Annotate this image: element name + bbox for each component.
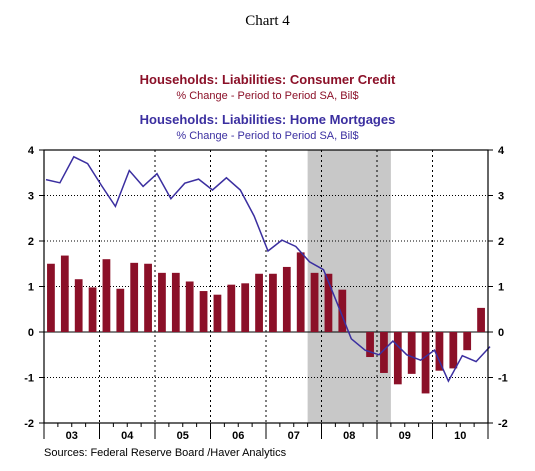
y-tick-label-right: 1	[498, 282, 504, 294]
y-tick-label-right: 0	[498, 327, 504, 339]
x-year-label: 05	[177, 430, 189, 442]
bar	[366, 332, 374, 358]
bar	[296, 252, 305, 332]
y-tick-label-left: 3	[28, 191, 34, 203]
x-year-label: 06	[232, 430, 244, 442]
x-year-label: 04	[121, 430, 134, 442]
bar	[435, 332, 444, 371]
y-tick-label-right: 3	[498, 191, 504, 203]
bar	[310, 272, 319, 332]
x-year-label: 07	[288, 430, 300, 442]
bar	[60, 255, 69, 332]
bar	[74, 279, 83, 332]
bar	[171, 272, 180, 332]
bar	[407, 332, 416, 374]
bar	[421, 332, 430, 394]
x-year-label: 03	[66, 430, 78, 442]
y-tick-label-right: -1	[498, 373, 508, 385]
y-tick-label-left: 2	[28, 236, 34, 248]
bar	[185, 281, 194, 332]
bar	[102, 259, 111, 332]
bar	[158, 272, 166, 332]
bar	[393, 332, 402, 385]
source-note: Sources: Federal Reserve Board /Haver An…	[44, 447, 287, 459]
bar	[255, 273, 263, 332]
bar	[199, 291, 208, 332]
y-tick-label-left: -1	[24, 373, 34, 385]
bar	[144, 263, 152, 332]
bar	[241, 283, 250, 332]
y-tick-label-left: -2	[24, 418, 34, 430]
bar	[477, 307, 485, 332]
bar	[88, 287, 97, 332]
bar	[338, 289, 347, 332]
bar	[282, 266, 291, 332]
bar	[463, 332, 472, 351]
bar	[130, 262, 139, 332]
y-tick-label-right: 4	[498, 145, 505, 157]
legend-consumer-credit-name: Households: Liabilities: Consumer Credit	[139, 72, 396, 87]
home-mortgages-line	[45, 155, 491, 383]
x-year-label: 08	[343, 430, 355, 442]
bar	[116, 288, 125, 332]
y-tick-label-right: -2	[498, 418, 508, 430]
legend-consumer-credit-sub: % Change - Period to Period SA, Bil$	[176, 90, 359, 102]
x-year-label: 09	[399, 430, 411, 442]
y-tick-label-left: 1	[28, 282, 34, 294]
x-year-label: 10	[454, 430, 466, 442]
bar	[380, 332, 388, 373]
bar	[47, 263, 55, 332]
legend-home-mortgages-name: Households: Liabilities: Home Mortgages	[139, 112, 396, 127]
bar	[269, 273, 277, 332]
chart-title: Chart 4	[245, 13, 290, 29]
y-tick-label-left: 0	[28, 327, 34, 339]
y-tick-label-right: 2	[498, 236, 504, 248]
bar	[227, 284, 236, 332]
legend-home-mortgages-sub: % Change - Period to Period SA, Bil$	[176, 130, 359, 142]
bar	[449, 332, 458, 369]
bar	[213, 294, 222, 332]
y-tick-label-left: 4	[28, 145, 35, 157]
bar	[324, 273, 333, 332]
